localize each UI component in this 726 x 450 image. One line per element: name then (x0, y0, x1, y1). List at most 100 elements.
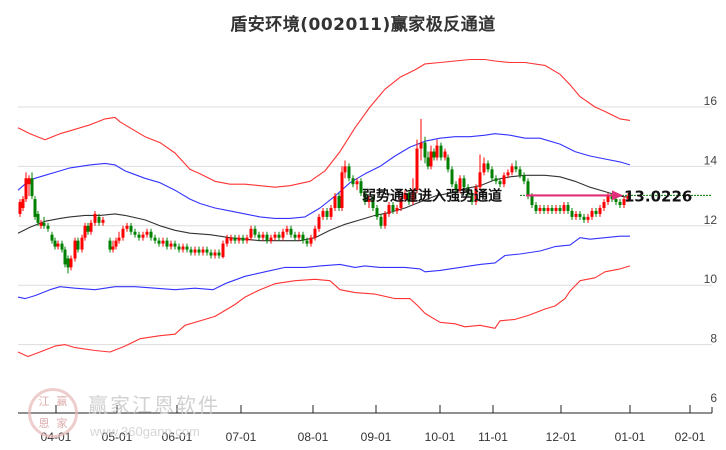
y-tick-label: 8 (710, 332, 717, 346)
candle (137, 231, 141, 241)
candle (273, 231, 277, 241)
x-tick-label: 02-01 (675, 430, 706, 444)
x-tick-label: 05-01 (102, 430, 133, 444)
candle (309, 234, 313, 247)
candle (60, 240, 64, 253)
candle (317, 213, 321, 232)
candle (165, 237, 169, 250)
candle (253, 225, 257, 238)
y-tick-label: 16 (704, 94, 718, 108)
x-tick-label: 08-01 (298, 430, 329, 444)
watermark-logo-char: 江 (38, 395, 50, 408)
x-tick-label: 01-01 (615, 430, 646, 444)
candle (325, 207, 329, 220)
candle (411, 178, 415, 206)
candle (462, 175, 466, 191)
candle (598, 205, 602, 217)
candle (340, 166, 344, 211)
candle (458, 175, 462, 194)
x-tick-label: 10-01 (425, 430, 456, 444)
x-axis: 04-01 05-01 06-01 07-01 08-01 09-01 10-01 11-01… (18, 405, 713, 444)
candle (329, 205, 333, 220)
channel-bands (17, 58, 631, 358)
candle (602, 199, 606, 211)
candle (478, 154, 482, 191)
candle (193, 246, 197, 256)
candle (101, 216, 105, 226)
candle (391, 202, 395, 214)
candle (36, 210, 40, 226)
candle (403, 190, 407, 203)
candle (343, 160, 347, 179)
candle (69, 255, 73, 271)
candle (33, 196, 37, 220)
candle (387, 202, 391, 217)
candle (269, 234, 273, 244)
candle (570, 207, 574, 220)
candle (93, 210, 97, 226)
upper-outer-band-line (17, 58, 631, 188)
x-tick-label: 06-01 (162, 430, 193, 444)
candle (205, 246, 209, 256)
candle (225, 234, 229, 247)
candle (201, 246, 205, 256)
candle (502, 172, 506, 188)
arrow-head-icon (612, 190, 623, 201)
upper-inner-band-line (17, 133, 631, 219)
candle (108, 237, 112, 253)
candle (626, 193, 630, 203)
candle (359, 178, 363, 197)
x-tick-label: 07-01 (226, 430, 257, 444)
y-tick-label: 12 (704, 213, 718, 227)
chart-title: 盾安环境(002011)赢家极反通道 (230, 15, 496, 35)
candle (83, 222, 87, 241)
watermark-logo-char: 家 (56, 417, 68, 430)
candle (24, 172, 28, 203)
middle-line-line (17, 174, 631, 242)
candle (429, 145, 433, 170)
candle (129, 222, 133, 235)
candle (333, 193, 337, 211)
candle (321, 207, 325, 220)
candle (97, 213, 101, 226)
candle (56, 240, 60, 250)
candle (494, 175, 498, 185)
candle (518, 166, 522, 179)
candle (80, 234, 84, 253)
candle (474, 184, 478, 206)
signal-annotation: 弱势通道进入强势通道 13.0226 (362, 187, 712, 205)
candle (237, 234, 241, 244)
x-tick-label: 11-01 (478, 430, 508, 444)
candle (363, 190, 367, 206)
candle (305, 237, 309, 247)
watermark-brand: 赢家江恩软件 (88, 393, 220, 417)
candle (514, 160, 518, 173)
candle (435, 139, 439, 161)
candle (426, 151, 430, 170)
candle (245, 234, 249, 244)
candle (550, 205, 554, 214)
signal-annotation-text: 弱势通道进入强势通道 (362, 187, 502, 204)
candle (111, 240, 115, 253)
candle (189, 246, 193, 256)
candle (383, 210, 387, 229)
lower-outer-band-line (17, 265, 631, 358)
candle (466, 184, 470, 197)
candle (149, 228, 153, 241)
candle (233, 234, 237, 244)
candle (181, 243, 185, 253)
candle (265, 231, 269, 244)
candle (399, 196, 403, 211)
candle (114, 237, 118, 250)
candle (419, 118, 423, 161)
y-tick-label: 10 (704, 272, 718, 286)
candle (450, 166, 454, 188)
candle (241, 234, 245, 244)
candle (490, 166, 494, 182)
candle (347, 163, 351, 182)
candle (510, 163, 514, 176)
candle (534, 202, 538, 214)
price-label: 13.0226 (624, 187, 692, 205)
candle (53, 237, 57, 250)
candle (86, 222, 90, 235)
